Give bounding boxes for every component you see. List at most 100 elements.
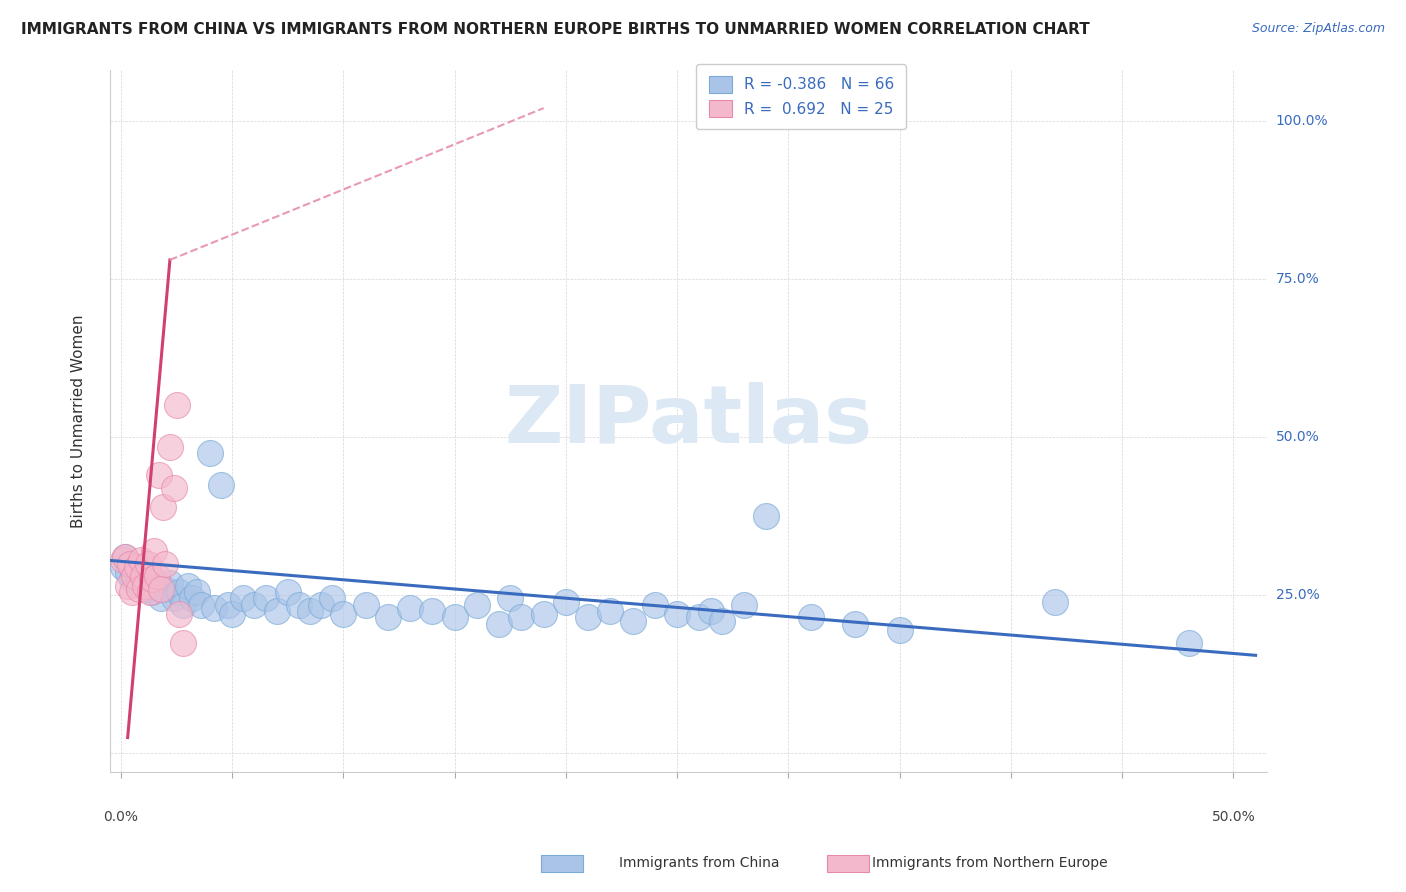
Text: 25.0%: 25.0% <box>1275 588 1319 602</box>
Text: Immigrants from China: Immigrants from China <box>619 855 779 870</box>
Point <box>621 614 644 628</box>
Point <box>125 575 148 590</box>
Point <box>129 579 152 593</box>
Point <box>332 607 354 622</box>
Text: IMMIGRANTS FROM CHINA VS IMMIGRANTS FROM NORTHERN EUROPE BIRTHS TO UNMARRIED WOM: IMMIGRANTS FROM CHINA VS IMMIGRANTS FROM… <box>21 22 1090 37</box>
Point <box>243 598 266 612</box>
Text: ZIPatlas: ZIPatlas <box>505 383 872 460</box>
Point <box>666 607 689 622</box>
Point <box>150 591 173 606</box>
Point <box>533 607 555 622</box>
Point <box>117 566 139 580</box>
Point <box>399 600 422 615</box>
Point <box>128 569 150 583</box>
Point <box>202 600 225 615</box>
Point <box>139 569 162 583</box>
Y-axis label: Births to Unmarried Women: Births to Unmarried Women <box>72 315 86 528</box>
Point <box>112 559 135 574</box>
Point <box>1045 594 1067 608</box>
Point <box>145 569 167 583</box>
Point <box>1178 635 1201 649</box>
Point <box>209 477 232 491</box>
Point <box>129 553 152 567</box>
Point <box>148 468 170 483</box>
Text: Source: ZipAtlas.com: Source: ZipAtlas.com <box>1251 22 1385 36</box>
Point <box>377 610 399 624</box>
Point <box>121 585 143 599</box>
Point <box>710 614 733 628</box>
Point <box>124 563 146 577</box>
Point <box>143 579 166 593</box>
Point <box>309 598 332 612</box>
Point <box>181 591 204 606</box>
Point <box>321 591 343 606</box>
Point <box>128 582 150 596</box>
Text: 75.0%: 75.0% <box>1275 272 1319 286</box>
Point <box>599 604 621 618</box>
Point <box>217 598 239 612</box>
Point <box>254 591 277 606</box>
Point <box>576 610 599 624</box>
Point <box>844 616 866 631</box>
Point <box>443 610 465 624</box>
Point <box>159 575 181 590</box>
Point <box>354 598 377 612</box>
Point <box>733 598 755 612</box>
Point <box>150 582 173 596</box>
Point <box>190 598 212 612</box>
Point <box>699 604 721 618</box>
Point <box>167 585 190 599</box>
Point <box>145 575 167 590</box>
Point <box>114 550 136 565</box>
Point <box>299 604 322 618</box>
Point <box>488 616 510 631</box>
Point <box>159 440 181 454</box>
Text: Immigrants from Northern Europe: Immigrants from Northern Europe <box>872 855 1108 870</box>
Point <box>277 585 299 599</box>
Text: 100.0%: 100.0% <box>1275 114 1329 128</box>
Point <box>132 569 155 583</box>
Point <box>288 598 311 612</box>
Point <box>422 604 444 618</box>
Point <box>134 579 156 593</box>
Point <box>232 591 254 606</box>
Point <box>266 604 288 618</box>
Legend: R = -0.386   N = 66, R =  0.692   N = 25: R = -0.386 N = 66, R = 0.692 N = 25 <box>696 63 907 129</box>
Point <box>125 559 148 574</box>
Point <box>114 550 136 565</box>
Point <box>800 610 823 624</box>
Point <box>510 610 533 624</box>
Point <box>177 579 200 593</box>
Point <box>465 598 488 612</box>
Point <box>221 607 243 622</box>
Text: 50.0%: 50.0% <box>1275 430 1319 444</box>
Point <box>167 607 190 622</box>
Point <box>688 610 710 624</box>
Point <box>889 623 911 637</box>
Point <box>499 591 522 606</box>
Point <box>166 399 188 413</box>
Point <box>121 573 143 587</box>
Text: 0.0%: 0.0% <box>104 810 138 824</box>
Point <box>163 481 186 495</box>
Point <box>141 585 163 599</box>
Point <box>155 582 177 596</box>
Point <box>136 582 159 596</box>
Point <box>132 573 155 587</box>
Point <box>163 591 186 606</box>
Point <box>139 585 162 599</box>
Point <box>555 594 578 608</box>
Point <box>152 500 174 514</box>
Point <box>186 585 208 599</box>
Point <box>198 446 221 460</box>
Point <box>172 598 194 612</box>
Point <box>644 598 666 612</box>
Point <box>118 557 141 571</box>
Point <box>755 509 778 524</box>
Point <box>155 557 177 571</box>
Point <box>172 635 194 649</box>
Point <box>117 579 139 593</box>
Point <box>141 573 163 587</box>
Point <box>143 544 166 558</box>
Point <box>136 557 159 571</box>
